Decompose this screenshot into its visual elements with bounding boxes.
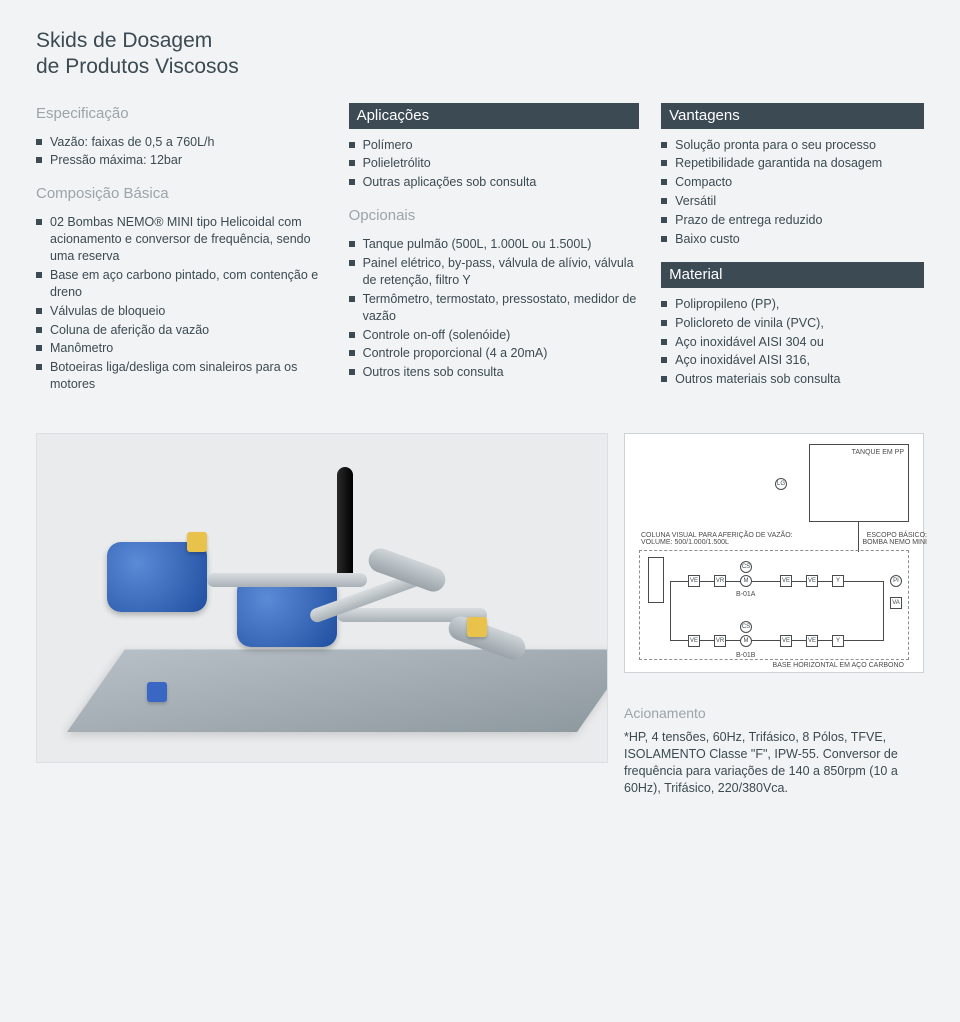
y-node: Y	[832, 575, 844, 587]
opc-list: Tanque pulmão (500L, 1.000L ou 1.500L) P…	[349, 236, 640, 381]
skid-render	[36, 433, 608, 763]
list-item: Prazo de entrega reduzido	[661, 212, 924, 229]
cylinder-icon	[337, 467, 353, 587]
columns: Especificação Vazão: faixas de 0,5 a 760…	[36, 103, 924, 408]
scope-label: ESCOPO BÁSICO: BOMBA NEMO MINI	[862, 532, 927, 546]
schematic-diagram: TANQUE EM PP LG ESCOPO BÁSICO: BOMBA NEM…	[624, 433, 924, 673]
ve-node: VE	[688, 575, 700, 587]
base-label: BASE HORIZONTAL EM AÇO CARBONO	[773, 662, 904, 669]
schematic-column: TANQUE EM PP LG ESCOPO BÁSICO: BOMBA NEM…	[624, 433, 924, 797]
list-item: Base em aço carbono pintado, com contenç…	[36, 267, 327, 301]
valve-icon	[187, 532, 207, 552]
spec-list: Vazão: faixas de 0,5 a 760L/h Pressão má…	[36, 134, 327, 170]
vr-node: VR	[714, 575, 726, 587]
list-item: Controle proporcional (4 a 20mA)	[349, 345, 640, 362]
m-node: M	[740, 635, 752, 647]
list-item: Aço inoxidável AISI 316,	[661, 352, 924, 369]
ve-node: VE	[780, 635, 792, 647]
list-item: Polieletrólito	[349, 155, 640, 172]
comp-heading: Composição Básica	[36, 183, 327, 204]
list-item: Botoeiras liga/desliga com sinaleiros pa…	[36, 359, 327, 393]
footer-heading: Acionamento	[624, 705, 924, 721]
schematic-line	[670, 581, 884, 582]
footer-text: *HP, 4 tensões, 60Hz, Trifásico, 8 Pólos…	[624, 729, 924, 797]
va-node: VA	[890, 597, 902, 609]
mat-list: Polipropileno (PP), Policloreto de vinil…	[661, 296, 924, 388]
list-item: Policloreto de vinila (PVC),	[661, 315, 924, 332]
illustration-row: TANQUE EM PP LG ESCOPO BÁSICO: BOMBA NEM…	[36, 433, 924, 797]
apps-heading: Aplicações	[349, 103, 640, 129]
list-item: Outros materiais sob consulta	[661, 371, 924, 388]
adv-heading: Vantagens	[661, 103, 924, 129]
motor-icon	[107, 542, 207, 612]
ve-node: VE	[780, 575, 792, 587]
list-item: Pressão máxima: 12bar	[36, 152, 327, 169]
footer-note: Acionamento *HP, 4 tensões, 60Hz, Trifás…	[624, 705, 924, 797]
list-item: Manômetro	[36, 340, 327, 357]
list-item: Coluna de aferição da vazão	[36, 322, 327, 339]
y-node: Y	[832, 635, 844, 647]
list-item: 02 Bombas NEMO® MINI tipo Helicoidal com…	[36, 214, 327, 265]
schematic-tank: TANQUE EM PP	[809, 444, 909, 522]
list-item: Válvulas de bloqueio	[36, 303, 327, 320]
column-apps: Aplicações Polímero Polieletrólito Outra…	[349, 103, 640, 408]
pipe-icon	[207, 573, 367, 587]
flow-column-icon	[648, 557, 664, 603]
cs-node: CS	[740, 621, 752, 633]
list-item: Versátil	[661, 193, 924, 210]
title-line-2: de Produtos Viscosos	[36, 55, 239, 78]
title-line-1: Skids de Dosagem	[36, 29, 212, 52]
list-item: Aço inoxidável AISI 304 ou	[661, 334, 924, 351]
list-item: Outras aplicações sob consulta	[349, 174, 640, 191]
valve-icon	[147, 682, 167, 702]
schematic-line	[670, 581, 671, 641]
page-title: Skids de Dosagem de Produtos Viscosos	[36, 28, 924, 81]
cs-node: CS	[740, 561, 752, 573]
list-item: Painel elétrico, by-pass, válvula de alí…	[349, 255, 640, 289]
column-label: COLUNA VISUAL PARA AFERIÇÃO DE VAZÃO: VO…	[641, 532, 793, 546]
column-spec: Especificação Vazão: faixas de 0,5 a 760…	[36, 103, 327, 408]
list-item: Baixo custo	[661, 231, 924, 248]
pi-node: PI	[890, 575, 902, 587]
list-item: Tanque pulmão (500L, 1.000L ou 1.500L)	[349, 236, 640, 253]
pump-b-label: B-01B	[736, 652, 755, 659]
tank-label: TANQUE EM PP	[852, 449, 904, 456]
column-adv: Vantagens Solução pronta para o seu proc…	[661, 103, 924, 408]
schematic-line	[670, 640, 884, 641]
list-item: Outros itens sob consulta	[349, 364, 640, 381]
list-item: Controle on-off (solenóide)	[349, 327, 640, 344]
list-item: Compacto	[661, 174, 924, 191]
schematic-line	[883, 581, 884, 641]
adv-list: Solução pronta para o seu processo Repet…	[661, 137, 924, 248]
vr-node: VR	[714, 635, 726, 647]
list-item: Vazão: faixas de 0,5 a 760L/h	[36, 134, 327, 151]
ve-node: VE	[806, 575, 818, 587]
valve-icon	[467, 617, 487, 637]
spec-heading: Especificação	[36, 103, 327, 124]
list-item: Solução pronta para o seu processo	[661, 137, 924, 154]
opc-heading: Opcionais	[349, 205, 640, 226]
list-item: Polímero	[349, 137, 640, 154]
list-item: Polipropileno (PP),	[661, 296, 924, 313]
m-node: M	[740, 575, 752, 587]
ve-node: VE	[806, 635, 818, 647]
ve-node: VE	[688, 635, 700, 647]
schematic-loop: VE VR CS M B-01A VE VE Y PI VA VE VR CS …	[639, 550, 909, 660]
list-item: Termômetro, termostato, pressostato, med…	[349, 291, 640, 325]
schematic-line	[858, 522, 859, 552]
comp-list: 02 Bombas NEMO® MINI tipo Helicoidal com…	[36, 214, 327, 393]
pump-a-label: B-01A	[736, 591, 755, 598]
lg-node: LG	[775, 478, 787, 490]
apps-list: Polímero Polieletrólito Outras aplicaçõe…	[349, 137, 640, 192]
mat-heading: Material	[661, 262, 924, 288]
list-item: Repetibilidade garantida na dosagem	[661, 155, 924, 172]
